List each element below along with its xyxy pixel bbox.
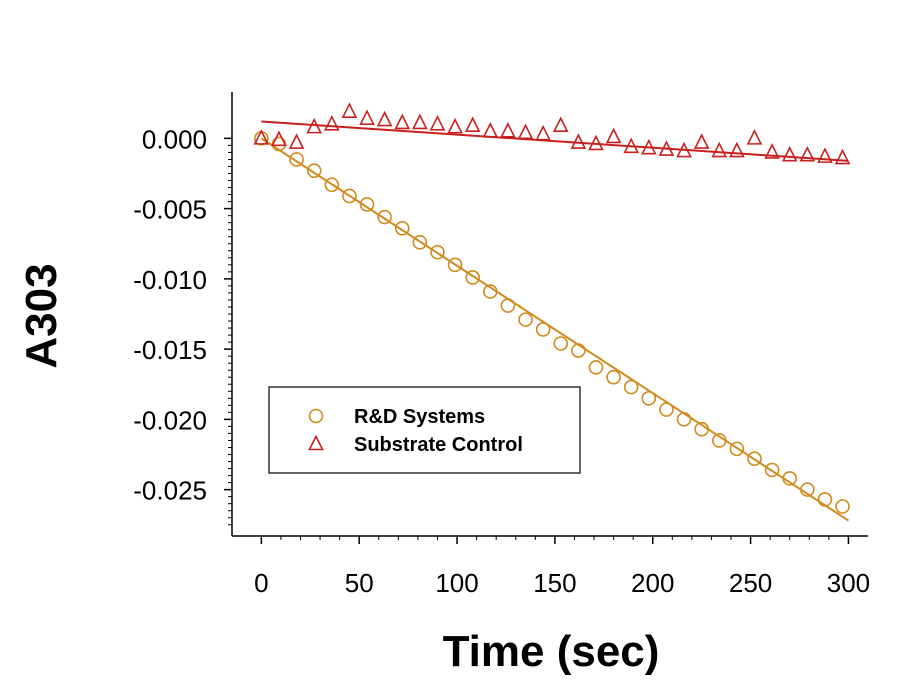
y-tick-label: -0.025 [133,476,207,506]
point-substrate-control [641,138,657,155]
point-substrate-control [412,113,428,130]
point-substrate-control [341,102,358,118]
legend-marker-substrate-control [308,434,324,451]
point-rd-systems [271,136,287,152]
x-tick-label: 250 [729,568,772,598]
point-substrate-control [359,109,375,125]
x-ticks: 0 50 100 150 200 250 300 [254,536,870,598]
point-substrate-control [570,133,587,149]
point-rd-systems [835,499,850,514]
point-substrate-control [676,141,692,158]
legend-box [268,386,581,474]
y-tick-label: -0.020 [133,405,207,435]
point-substrate-control [253,129,270,145]
point-rd-systems [729,441,745,457]
point-rd-systems [430,244,445,260]
point-substrate-control [552,116,569,133]
point-substrate-control [817,147,833,163]
fit-lines [260,120,849,522]
y-tick-label: 0.000 [142,124,207,154]
legend-marker-circle [308,408,324,424]
x-axis-title: Time (sec) [443,627,660,676]
point-substrate-control [693,133,710,149]
point-substrate-control [799,145,816,162]
fit-line-substrate-control [261,120,849,162]
y-tick-label: -0.010 [133,265,207,295]
point-substrate-control [781,145,798,162]
point-rd-systems [483,284,498,299]
point-substrate-control [500,122,516,138]
point-rd-systems [359,197,375,212]
point-substrate-control [623,137,640,154]
point-rd-systems [782,471,798,486]
point-rd-systems [641,391,657,406]
point-substrate-control [482,122,499,138]
point-substrate-control [834,148,851,165]
x-tick-label: 200 [631,568,674,598]
point-substrate-control [764,143,780,159]
point-substrate-control [588,134,604,151]
x-tick-label: 50 [345,568,374,598]
point-rd-systems [412,235,428,250]
point-substrate-control [288,133,305,149]
fit-line-rd-systems [260,137,849,522]
data-points [253,102,851,514]
point-rd-systems [588,360,604,375]
point-rd-systems [342,188,357,204]
point-substrate-control [324,115,340,131]
point-rd-systems [800,482,815,497]
y-tick-label: -0.015 [133,335,207,365]
point-substrate-control [306,117,322,134]
point-substrate-control [517,123,534,140]
legend-marker-triangle [308,434,324,451]
legend: R&D Systems Substrate Control [268,386,581,474]
x-tick-label: 300 [827,568,870,598]
point-substrate-control [447,117,463,134]
point-rd-systems [377,209,392,225]
legend-marker-rd-systems [308,408,324,424]
point-substrate-control [271,130,287,147]
point-substrate-control [605,127,622,144]
y-tick-label: -0.005 [133,195,207,225]
point-rd-systems [500,298,516,313]
point-substrate-control [658,140,675,156]
point-substrate-control [711,141,728,158]
point-rd-systems [447,257,463,273]
point-rd-systems [518,312,533,327]
point-rd-systems [289,152,304,167]
x-tick-label: 100 [435,568,478,598]
point-rd-systems [324,177,340,193]
point-substrate-control [746,129,763,145]
point-rd-systems [306,163,322,178]
point-substrate-control [464,116,481,133]
point-rd-systems [571,343,586,358]
legend-label-rd-systems: R&D Systems [354,406,485,428]
point-rd-systems [394,220,410,236]
y-ticks: 0.000 -0.005 -0.010 -0.015 -0.020 -0.025 [133,124,232,526]
point-rd-systems [694,421,709,437]
point-rd-systems [659,402,674,417]
point-rd-systems [606,369,621,385]
x-tick-label: 0 [254,568,268,598]
point-substrate-control [729,141,745,158]
point-rd-systems [817,492,833,507]
point-rd-systems [623,379,639,395]
x-tick-label: 150 [533,568,576,598]
point-rd-systems [711,433,727,448]
y-axis-title: A303 [17,263,66,368]
point-rd-systems [465,270,481,285]
point-rd-systems [764,462,780,478]
point-substrate-control [429,115,446,131]
point-rd-systems [747,451,762,467]
legend-label-substrate-control: Substrate Control [354,434,523,456]
point-substrate-control [376,110,393,127]
point-rd-systems [553,336,569,351]
point-substrate-control [394,113,411,130]
point-substrate-control [535,124,551,141]
point-rd-systems [535,322,551,337]
point-rd-systems [676,412,692,427]
